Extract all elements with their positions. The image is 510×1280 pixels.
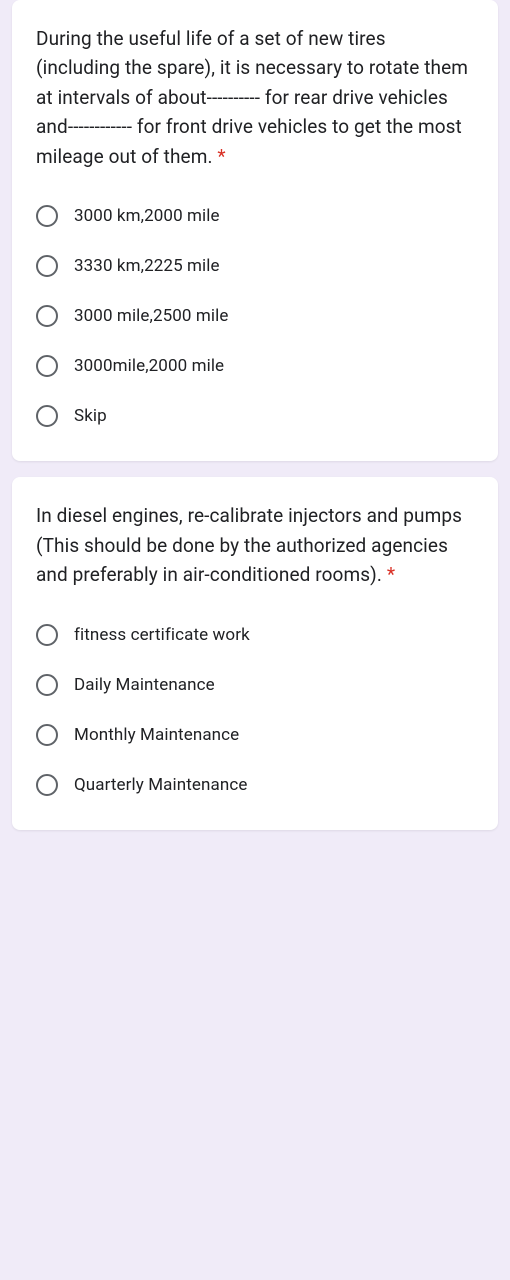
option[interactable]: 3000mile,2000 mile: [36, 345, 474, 387]
radio-icon: [36, 355, 58, 377]
radio-icon: [36, 674, 58, 696]
option[interactable]: 3330 km,2225 mile: [36, 245, 474, 287]
question-card-2: In diesel engines, re-calibrate injector…: [12, 477, 498, 829]
radio-icon: [36, 724, 58, 746]
question-card-1: During the useful life of a set of new t…: [12, 0, 498, 461]
option-label: fitness certificate work: [74, 625, 250, 645]
question-text: During the useful life of a set of new t…: [36, 24, 474, 171]
option[interactable]: Daily Maintenance: [36, 664, 474, 706]
radio-icon: [36, 774, 58, 796]
question-text: In diesel engines, re-calibrate injector…: [36, 501, 474, 589]
option-label: 3000 mile,2500 mile: [74, 306, 229, 326]
option[interactable]: fitness certificate work: [36, 614, 474, 656]
radio-icon: [36, 255, 58, 277]
option-label: Daily Maintenance: [74, 675, 215, 695]
question-body: In diesel engines, re-calibrate injector…: [36, 504, 462, 586]
option-label: Skip: [74, 406, 107, 426]
option-label: 3000 km,2000 mile: [74, 206, 220, 226]
option[interactable]: 3000 mile,2500 mile: [36, 295, 474, 337]
option-label: 3000mile,2000 mile: [74, 356, 224, 376]
option[interactable]: Quarterly Maintenance: [36, 764, 474, 806]
radio-icon: [36, 305, 58, 327]
option-label: Monthly Maintenance: [74, 725, 239, 745]
required-mark: *: [217, 145, 225, 168]
options-group-1: 3000 km,2000 mile 3330 km,2225 mile 3000…: [36, 195, 474, 437]
question-body: During the useful life of a set of new t…: [36, 27, 468, 168]
radio-icon: [36, 205, 58, 227]
option[interactable]: Skip: [36, 395, 474, 437]
option[interactable]: 3000 km,2000 mile: [36, 195, 474, 237]
option-label: Quarterly Maintenance: [74, 775, 247, 795]
radio-icon: [36, 405, 58, 427]
option[interactable]: Monthly Maintenance: [36, 714, 474, 756]
option-label: 3330 km,2225 mile: [74, 256, 220, 276]
radio-icon: [36, 624, 58, 646]
required-mark: *: [387, 563, 395, 586]
options-group-2: fitness certificate work Daily Maintenan…: [36, 614, 474, 806]
